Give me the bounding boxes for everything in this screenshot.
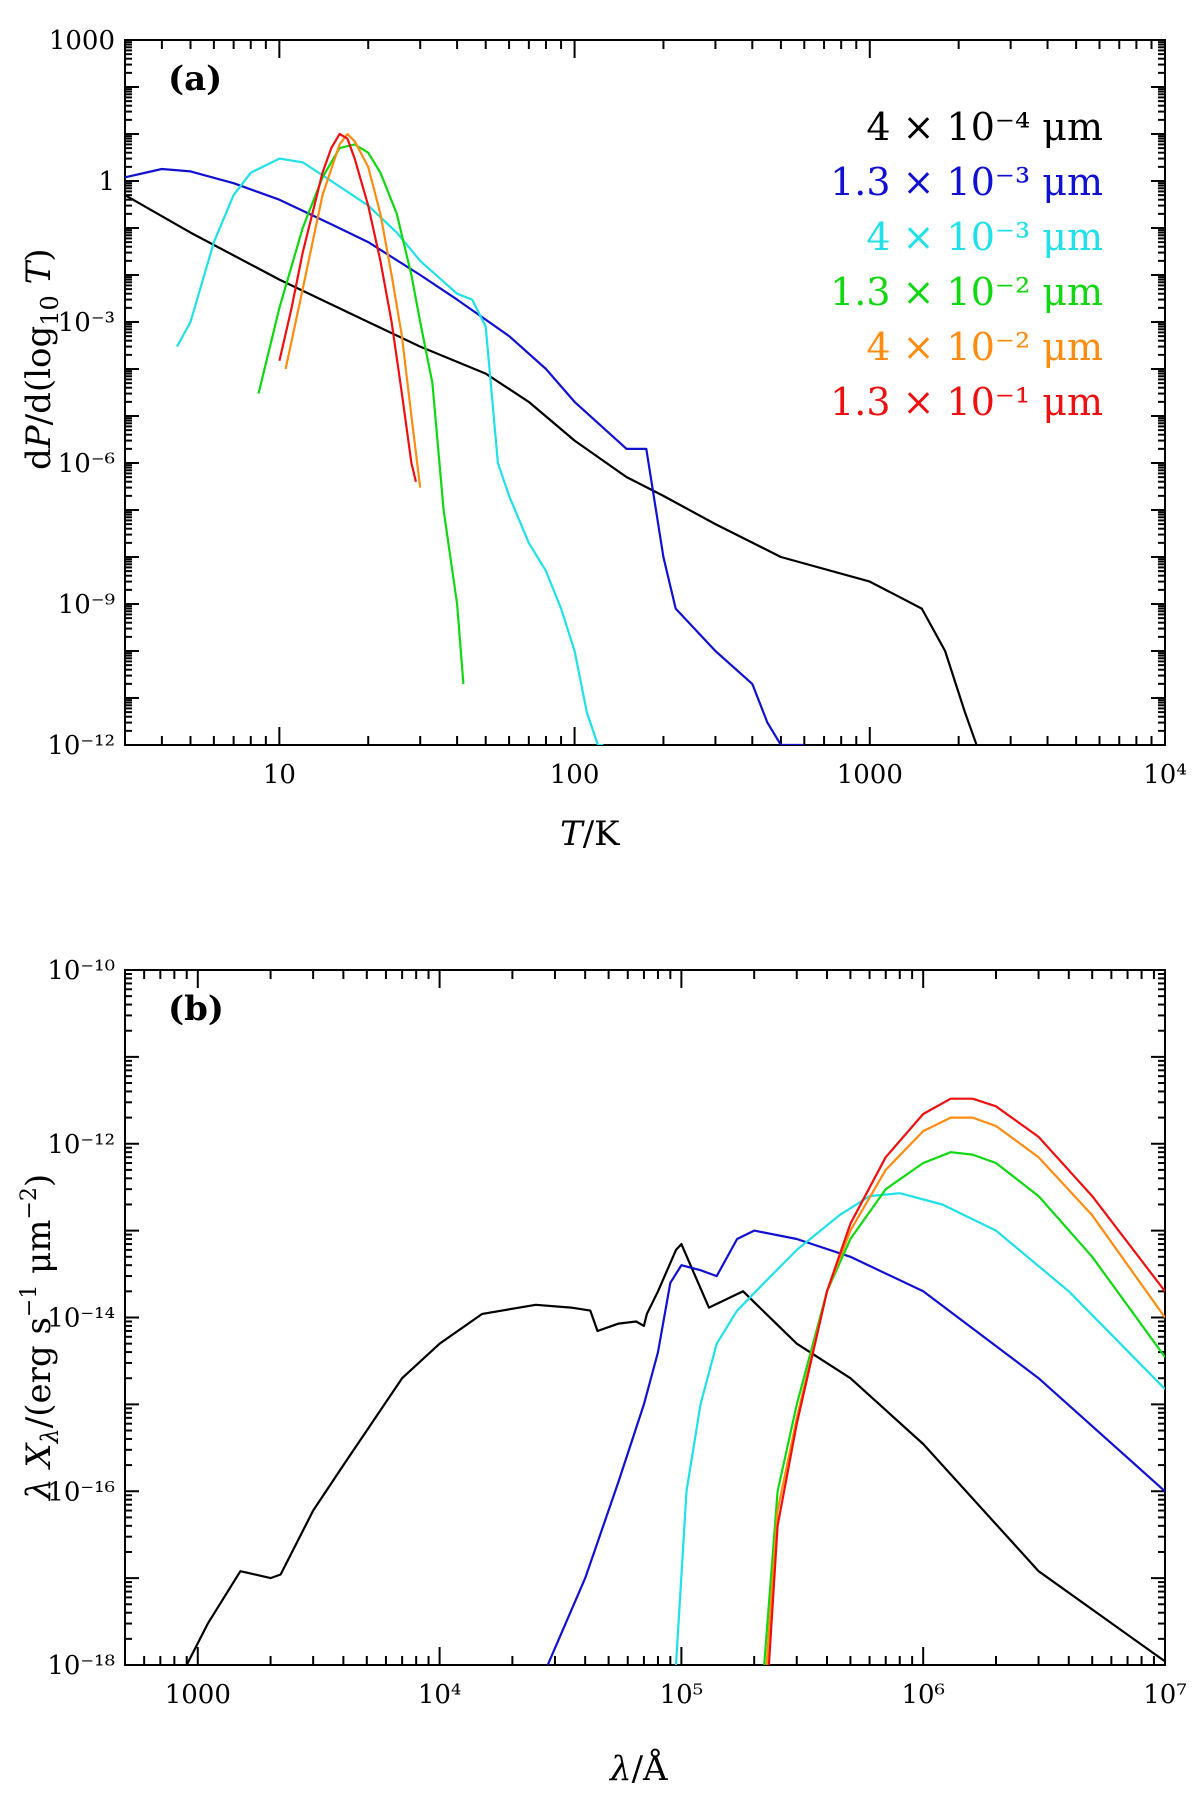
panel-a: (a) 10 100 1000 10⁴ 10⁻¹² 10⁻⁹ 10⁻⁶ 10⁻³ 1 1000 4… [19, 26, 1187, 854]
y-tick-label: 10⁻¹⁰ [47, 956, 115, 986]
panel-a-ticks [124, 39, 1166, 746]
panel-b-ticks [124, 969, 1166, 1666]
x-tick-label: 10⁷ [1143, 1680, 1187, 1710]
legend-entry-black: 4 × 10⁻⁴ μm [866, 105, 1103, 149]
x-tick-label: 1000 [837, 760, 903, 790]
series-line-cyan [674, 1192, 1165, 1665]
series-line-orange [765, 1116, 1165, 1665]
x-tick-label: 10 [263, 760, 296, 790]
series-line-orange [284, 132, 422, 488]
series-line-red [767, 1097, 1165, 1665]
panel-b-y-axis-title: λ Xλ/(erg s−1 μm−2) [17, 1174, 64, 1502]
legend-entry-red: 1.3 × 10⁻¹ μm [830, 380, 1103, 424]
y-tick-label: 10⁻⁶ [58, 449, 115, 479]
panel-b-x-axis-title: λ/Å [608, 1748, 668, 1789]
panel-b-label: (b) [168, 989, 224, 1029]
legend-entry-green: 1.3 × 10⁻² μm [830, 270, 1103, 314]
x-tick-label: 10⁴ [1143, 760, 1187, 790]
y-tick-label: 1 [98, 167, 115, 197]
y-tick-label: 10⁻¹⁴ [47, 1304, 115, 1334]
x-tick-label: 10⁵ [660, 1680, 704, 1710]
y-tick-label: 10⁻¹⁶ [47, 1477, 115, 1507]
legend-entry-cyan: 4 × 10⁻³ μm [866, 215, 1103, 259]
panel-a-y-axis-title: dP/d(log10 T) [19, 248, 64, 470]
panel-a-tick-labels: 10 100 1000 10⁴ 10⁻¹² 10⁻⁹ 10⁻⁶ 10⁻³ 1 1000 [47, 26, 1186, 790]
y-tick-label: 1000 [49, 26, 115, 56]
series-line-black [125, 194, 978, 745]
panel-b: (b) 1000 10⁴ 10⁵ 10⁶ 10⁷ 10⁻¹⁸ 10⁻¹⁶ 10⁻¹⁴ 10⁻¹²… [17, 956, 1187, 1789]
x-tick-label: 10⁴ [418, 1680, 462, 1710]
panel-a-frame [124, 39, 1166, 746]
panel-a-label: (a) [168, 59, 222, 99]
y-tick-label: 10⁻³ [58, 308, 115, 338]
x-tick-label: 100 [550, 760, 600, 790]
series-line-green [763, 1151, 1165, 1665]
legend-entry-orange: 4 × 10⁻² μm [866, 325, 1103, 369]
legend-entry-blue: 1.3 × 10⁻³ μm [830, 160, 1103, 204]
y-tick-label: 10⁻¹² [47, 1130, 115, 1160]
y-tick-label: 10⁻⁹ [58, 590, 115, 620]
x-tick-label: 10⁶ [901, 1680, 945, 1710]
panel-a-x-axis-title: T/K [560, 814, 620, 854]
x-tick-label: 1000 [165, 1680, 231, 1710]
panel-b-series [185, 1097, 1165, 1665]
y-tick-label: 10⁻¹² [47, 731, 115, 761]
panel-a-legend: 4 × 10⁻⁴ μm 1.3 × 10⁻³ μm 4 × 10⁻³ μm 1.3 ×… [830, 105, 1103, 424]
series-line-green [257, 143, 465, 684]
series-line-cyan [176, 157, 604, 745]
series-line-blue [125, 167, 805, 745]
panel-a-series [125, 132, 978, 745]
series-line-red [278, 132, 417, 482]
panel-b-tick-labels: 1000 10⁴ 10⁵ 10⁶ 10⁷ 10⁻¹⁸ 10⁻¹⁶ 10⁻¹⁴ 10⁻¹² 10⁻¹… [47, 956, 1186, 1710]
series-line-blue [546, 1229, 1165, 1665]
y-tick-label: 10⁻¹⁸ [47, 1651, 115, 1681]
series-line-black [185, 1242, 1165, 1665]
